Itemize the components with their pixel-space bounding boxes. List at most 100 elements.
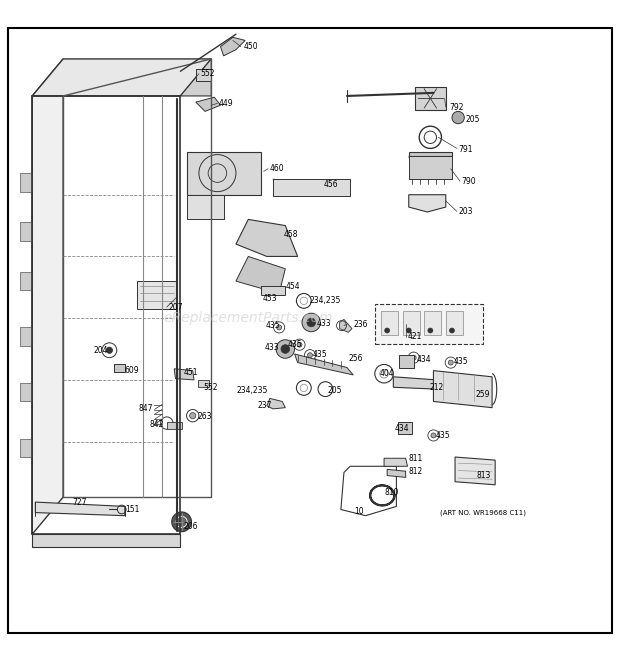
Circle shape <box>450 328 454 333</box>
Text: 259: 259 <box>476 389 490 399</box>
Text: 433: 433 <box>316 319 331 328</box>
Polygon shape <box>32 534 180 547</box>
Polygon shape <box>196 97 221 112</box>
Polygon shape <box>294 354 353 375</box>
Polygon shape <box>174 369 194 380</box>
Text: 435: 435 <box>435 431 450 440</box>
Text: 727: 727 <box>73 498 87 506</box>
Polygon shape <box>236 256 285 293</box>
Text: 449: 449 <box>219 99 233 108</box>
Bar <box>375 304 483 344</box>
Text: 552: 552 <box>204 383 218 393</box>
Polygon shape <box>260 286 285 295</box>
Text: 813: 813 <box>477 471 491 480</box>
Text: 609: 609 <box>125 366 140 375</box>
Text: 237: 237 <box>257 401 272 410</box>
Polygon shape <box>236 219 298 256</box>
Text: 433: 433 <box>265 343 279 352</box>
Text: 205: 205 <box>466 115 480 124</box>
Polygon shape <box>221 37 245 56</box>
Circle shape <box>448 360 453 365</box>
Bar <box>424 311 441 335</box>
Text: 434: 434 <box>416 355 431 364</box>
Polygon shape <box>32 59 63 534</box>
Polygon shape <box>409 151 452 157</box>
Circle shape <box>384 328 389 333</box>
Text: 434: 434 <box>394 424 409 432</box>
Text: 421: 421 <box>407 332 422 341</box>
Polygon shape <box>340 319 352 332</box>
Polygon shape <box>387 469 405 477</box>
Polygon shape <box>393 377 436 389</box>
Polygon shape <box>20 327 32 346</box>
Polygon shape <box>35 502 125 516</box>
Circle shape <box>190 412 196 419</box>
Text: 790: 790 <box>461 176 476 186</box>
Bar <box>198 380 209 387</box>
Text: 435: 435 <box>266 321 280 330</box>
Text: eReplacementParts.com: eReplacementParts.com <box>164 311 333 325</box>
Circle shape <box>106 347 112 354</box>
Polygon shape <box>20 438 32 457</box>
Polygon shape <box>32 59 211 96</box>
Text: 454: 454 <box>285 282 300 291</box>
Text: 811: 811 <box>409 454 423 463</box>
Text: 812: 812 <box>409 467 423 476</box>
Polygon shape <box>455 457 495 485</box>
Text: 552: 552 <box>201 69 215 78</box>
Text: 458: 458 <box>284 230 299 239</box>
Text: 256: 256 <box>348 354 363 364</box>
Polygon shape <box>399 355 414 368</box>
Bar <box>409 157 452 179</box>
Bar <box>114 364 125 372</box>
Bar <box>137 281 177 309</box>
Circle shape <box>172 512 192 531</box>
Text: 847: 847 <box>138 405 153 413</box>
Circle shape <box>176 516 187 527</box>
Polygon shape <box>20 383 32 401</box>
Polygon shape <box>273 179 350 195</box>
Polygon shape <box>415 87 446 110</box>
Polygon shape <box>187 195 224 219</box>
Circle shape <box>406 328 411 333</box>
Text: 205: 205 <box>327 387 342 395</box>
Text: 453: 453 <box>263 294 277 303</box>
Polygon shape <box>398 422 412 434</box>
Text: 792: 792 <box>449 102 463 112</box>
Text: 842: 842 <box>149 420 164 429</box>
Polygon shape <box>20 223 32 241</box>
Text: 435: 435 <box>453 358 468 366</box>
Text: 810: 810 <box>384 488 399 496</box>
Circle shape <box>428 328 433 333</box>
Text: 460: 460 <box>270 165 285 173</box>
Bar <box>446 311 463 335</box>
Text: 404: 404 <box>380 369 394 378</box>
Bar <box>381 311 398 335</box>
Text: 204: 204 <box>93 346 107 355</box>
Text: 791: 791 <box>458 145 472 153</box>
Text: 435: 435 <box>288 340 303 348</box>
Polygon shape <box>20 173 32 192</box>
Text: 234,235: 234,235 <box>310 295 342 305</box>
Bar <box>273 179 350 196</box>
Circle shape <box>276 340 294 358</box>
Circle shape <box>281 344 290 354</box>
Polygon shape <box>20 272 32 290</box>
Text: 450: 450 <box>244 42 259 51</box>
Text: (ART NO. WR19668 C11): (ART NO. WR19668 C11) <box>440 510 526 516</box>
Polygon shape <box>409 195 446 212</box>
Text: 456: 456 <box>324 180 338 189</box>
Circle shape <box>452 112 464 124</box>
Text: 207: 207 <box>168 303 182 311</box>
Bar <box>196 69 211 81</box>
Text: 263: 263 <box>198 412 212 422</box>
Text: 151: 151 <box>125 505 140 514</box>
Bar <box>402 311 420 335</box>
Text: 10: 10 <box>355 508 364 516</box>
Circle shape <box>302 313 321 332</box>
Bar <box>167 422 182 429</box>
Circle shape <box>431 433 436 438</box>
Text: 234,235: 234,235 <box>237 386 268 395</box>
Circle shape <box>411 355 416 360</box>
Text: 203: 203 <box>458 207 472 216</box>
